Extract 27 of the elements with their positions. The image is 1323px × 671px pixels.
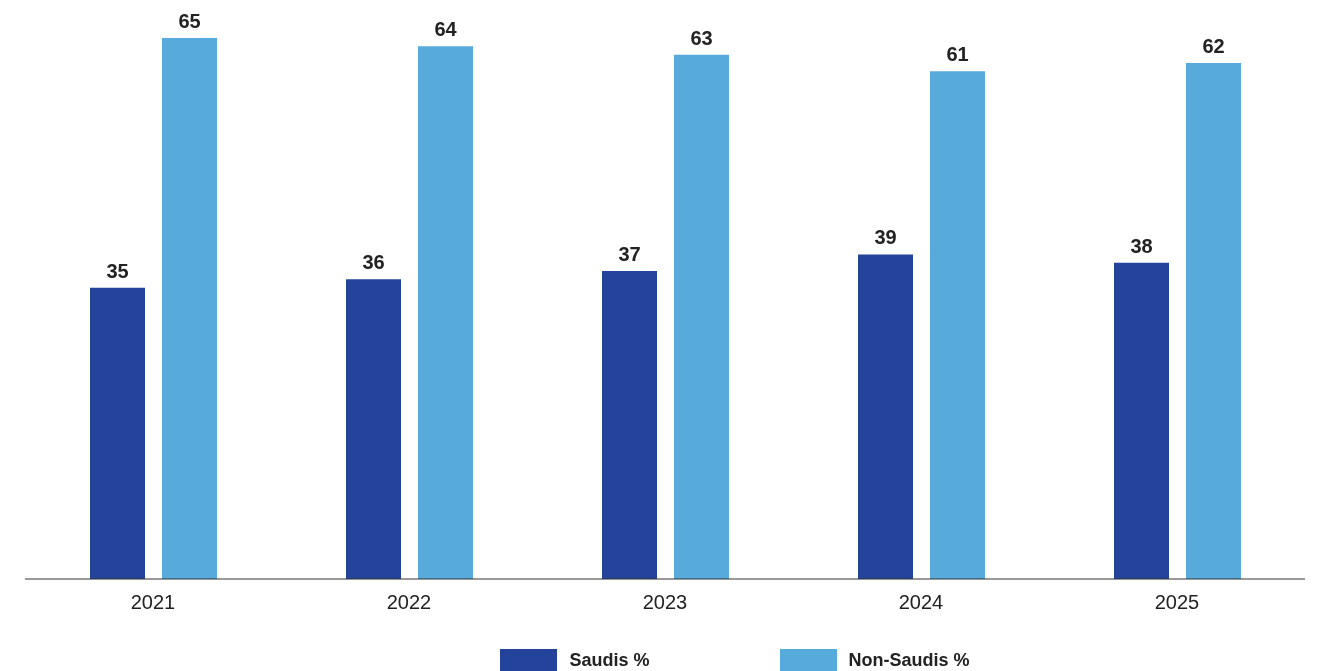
x-tick-label: 2025 <box>1154 591 1200 614</box>
bar <box>858 254 913 579</box>
x-tick-label: 2023 <box>642 591 688 614</box>
bar <box>1186 62 1241 579</box>
x-tick-label: 2022 <box>386 591 432 614</box>
legend-label: Saudis % <box>569 649 650 671</box>
x-tick-label: 2021 <box>130 591 176 614</box>
x-tick-label: 2024 <box>898 591 944 614</box>
data-label: 62 <box>1202 34 1225 57</box>
data-label: 37 <box>618 243 641 266</box>
data-label: 36 <box>362 251 385 274</box>
legend-label: Non-Saudis % <box>848 649 970 671</box>
bar <box>90 287 145 579</box>
bar <box>602 271 657 579</box>
bar <box>162 38 217 579</box>
bar <box>346 279 401 579</box>
data-label: 65 <box>178 10 201 32</box>
data-label: 64 <box>434 18 458 41</box>
bar <box>674 54 729 579</box>
bar <box>418 46 473 579</box>
data-label: 39 <box>874 226 897 249</box>
data-label: 35 <box>106 259 129 282</box>
bar <box>930 71 985 579</box>
data-label: 38 <box>1130 234 1153 257</box>
bar <box>1114 262 1169 579</box>
data-label: 63 <box>690 26 713 49</box>
data-label: 61 <box>946 43 969 66</box>
